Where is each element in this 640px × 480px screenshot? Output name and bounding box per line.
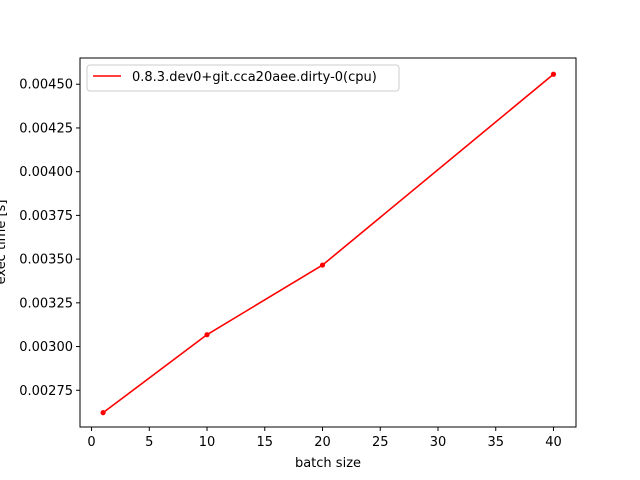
x-tick-label: 10 [199,435,216,450]
x-tick-label: 15 [256,435,273,450]
legend-box [86,64,400,92]
x-tick-label: 35 [487,435,504,450]
y-tick-label: 0.00400 [19,165,73,180]
legend: 0.8.3.dev0+git.cca20aee.dirty-0(cpu) [86,64,400,92]
x-tick-label: 40 [545,435,562,450]
y-tick-label: 0.00300 [19,340,73,355]
x-tick-label: 0 [87,435,95,450]
data-point [204,332,210,338]
series-line [102,73,554,414]
x-axis-ticks: 0 5 10 15 20 25 30 35 40 [87,427,562,450]
data-point [550,71,557,77]
x-tick-label: 25 [372,435,389,450]
y-tick-label: 0.00450 [19,78,73,93]
data-point [100,410,106,416]
plot-marks [100,71,557,416]
x-axis-label: batch size [295,456,361,471]
x-tick-label: 30 [430,435,447,450]
y-axis-ticks: 0.00275 0.00300 0.00325 0.00350 0.00375 0.004… [19,78,80,399]
x-tick-label: 20 [314,435,331,450]
y-axis-label: exec time [s] [0,200,9,285]
y-tick-label: 0.00325 [19,296,73,311]
axes-frame [79,57,577,428]
y-tick-label: 0.00350 [19,253,73,268]
y-tick-label: 0.00425 [19,121,73,136]
legend-entry-label: 0.8.3.dev0+git.cca20aee.dirty-0(cpu) [132,70,377,85]
x-tick-label: 5 [145,435,153,450]
y-tick-label: 0.00275 [19,384,73,399]
y-tick-label: 0.00375 [19,209,73,224]
data-point [319,262,326,268]
